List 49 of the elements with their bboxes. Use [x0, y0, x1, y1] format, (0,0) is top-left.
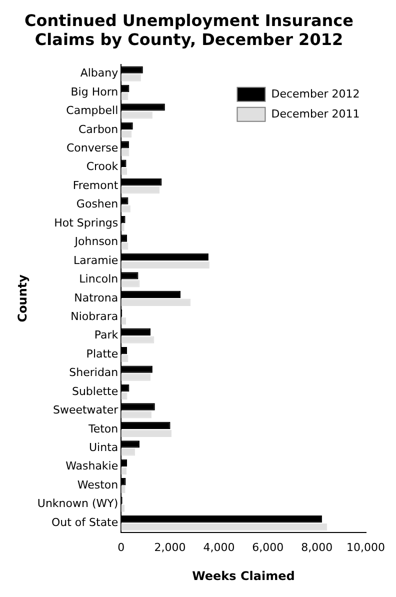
bar: [121, 74, 141, 82]
y-tick-label: Uinta: [89, 441, 118, 454]
bar: [121, 374, 150, 381]
y-tick-label: Sheridan: [69, 366, 118, 380]
y-tick-label: Weston: [77, 478, 118, 492]
bar: [121, 112, 152, 119]
y-tick-label: Platte: [86, 347, 118, 360]
y-tick-label: Sublette: [72, 384, 118, 398]
bar: [121, 448, 136, 456]
x-tick-label: 0: [118, 540, 125, 554]
x-tick-label: 10,000: [346, 540, 386, 554]
bar: [121, 336, 154, 344]
bar: [121, 298, 191, 306]
y-tick-label: Goshen: [76, 198, 118, 211]
y-tick-label: Campbell: [66, 104, 118, 118]
y-tick-label: Natrona: [74, 291, 118, 304]
y-tick-label: Park: [94, 328, 119, 342]
y-tick-label: Sweetwater: [52, 404, 119, 417]
legend-label: December 2012: [271, 87, 360, 100]
y-tick-label: Big Horn: [70, 85, 118, 98]
bar: [121, 261, 210, 269]
bar: [121, 280, 140, 288]
bar: [121, 186, 160, 194]
bar: [121, 411, 152, 418]
x-tick-label: 6,000: [252, 540, 284, 554]
y-tick-label: Out of State: [51, 516, 118, 529]
y-tick-label: Laramie: [73, 254, 118, 267]
x-tick-label: 4,000: [203, 540, 235, 554]
x-axis-title: Weeks Claimed: [192, 568, 295, 583]
y-tick-label: Fremont: [72, 178, 119, 192]
bar: [121, 486, 126, 494]
x-tick-label: 8,000: [301, 540, 333, 554]
x-tick-label: 2,000: [154, 540, 186, 554]
y-tick-label: Washakie: [66, 460, 118, 473]
legend-label: December 2011: [271, 107, 360, 120]
y-tick-label: Teton: [88, 422, 118, 436]
y-tick-label: Unknown (WY): [37, 497, 118, 510]
bar: [121, 430, 172, 437]
bar: [121, 523, 328, 531]
y-axis-title: County: [15, 274, 30, 322]
y-tick-label: Niobrara: [70, 310, 118, 323]
y-tick-label: Hot Springs: [54, 216, 118, 230]
y-tick-label: Johnson: [74, 235, 118, 248]
y-tick-label: Crook: [86, 160, 119, 174]
y-tick-label: Lincoln: [79, 272, 118, 286]
y-tick-label: Converse: [66, 142, 118, 154]
chart-title: Continued Unemployment Insurance Claims by County, December 2012: [24, 10, 354, 49]
y-tick-label: Albany: [80, 66, 119, 80]
y-tick-label: Carbon: [78, 122, 118, 136]
